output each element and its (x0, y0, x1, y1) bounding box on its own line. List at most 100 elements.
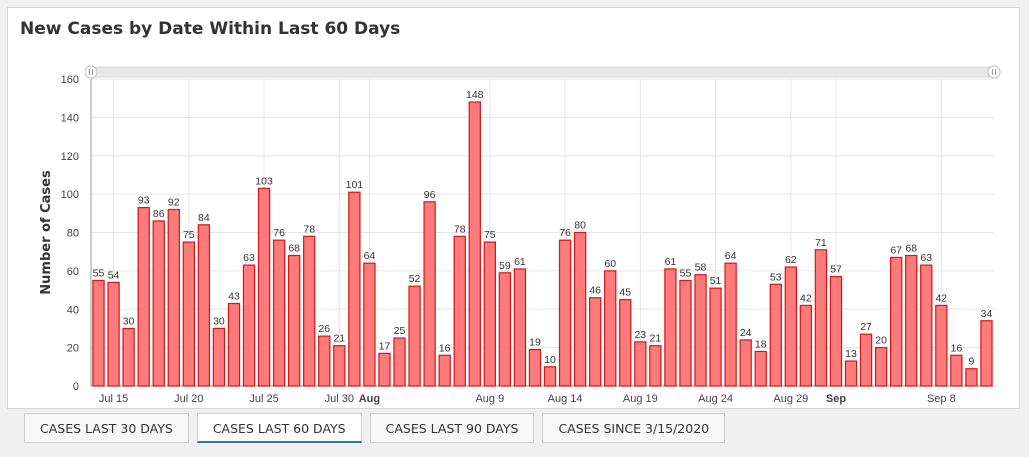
tab-cases-since-3-15-2020[interactable]: CASES SINCE 3/15/2020 (542, 413, 726, 443)
bar-data-label: 26 (318, 323, 330, 335)
bar[interactable] (679, 279, 692, 387)
chart-panel: New Cases by Date Within Last 60 Days 0 2… (7, 7, 1020, 409)
bar-data-label: 78 (454, 223, 466, 235)
bar[interactable] (859, 333, 873, 387)
bar[interactable] (318, 335, 331, 387)
range-slider-track[interactable] (90, 66, 995, 78)
bar[interactable] (288, 254, 301, 387)
bar[interactable] (438, 354, 451, 387)
bar[interactable] (694, 274, 707, 387)
bar-data-label: 46 (589, 285, 601, 297)
bar-data-label: 64 (725, 250, 737, 262)
bar-data-label: 55 (680, 267, 692, 279)
x-tick-label: Aug (359, 393, 380, 405)
bar-data-label: 63 (243, 252, 255, 264)
bar[interactable] (107, 281, 120, 387)
bar[interactable] (935, 304, 948, 387)
x-tick-label: Jul 15 (99, 393, 128, 405)
x-tick-label: Jul 25 (249, 393, 278, 405)
x-tick-label: Aug 19 (623, 393, 658, 405)
bar[interactable] (453, 235, 466, 387)
tab-cases-last-60-days[interactable]: CASES LAST 60 DAYS (196, 413, 362, 443)
y-tick-label: 100 (61, 189, 79, 201)
bar[interactable] (92, 279, 105, 387)
bar[interactable] (874, 347, 888, 387)
bar[interactable] (272, 239, 286, 387)
bar-data-label: 61 (514, 256, 526, 268)
bar[interactable] (769, 283, 782, 387)
bar[interactable] (619, 299, 632, 387)
bar[interactable] (965, 368, 978, 387)
bar[interactable] (423, 201, 436, 387)
bar[interactable] (649, 345, 662, 387)
bar-data-label: 76 (273, 227, 285, 239)
bar[interactable] (739, 339, 752, 387)
bar-data-label: 58 (695, 262, 707, 274)
tab-cases-last-90-days[interactable]: CASES LAST 90 DAYS (369, 413, 535, 443)
bar[interactable] (634, 341, 647, 387)
bar[interactable] (212, 327, 226, 387)
bar[interactable] (242, 264, 256, 387)
bar[interactable] (543, 366, 557, 387)
y-tick-label: 120 (61, 151, 79, 163)
bar[interactable] (980, 320, 993, 387)
range-slider-right-handle[interactable] (987, 65, 1001, 79)
chart-title: New Cases by Date Within Last 60 Days (20, 19, 401, 39)
bar-data-label: 59 (499, 260, 511, 272)
range-slider-left-handle[interactable] (84, 65, 98, 79)
range-tabs: CASES LAST 30 DAYS CASES LAST 60 DAYS CA… (24, 413, 733, 447)
bar[interactable] (709, 287, 722, 387)
bar[interactable] (724, 262, 737, 387)
bar[interactable] (152, 220, 165, 387)
bar[interactable] (799, 304, 813, 387)
bar[interactable] (784, 266, 797, 387)
bar[interactable] (558, 239, 572, 387)
bar[interactable] (303, 235, 316, 387)
bar[interactable] (167, 208, 180, 387)
bar-data-label: 75 (484, 229, 496, 241)
bar[interactable] (227, 302, 241, 387)
bar[interactable] (814, 249, 828, 387)
bar[interactable] (604, 270, 617, 387)
bar-data-label: 24 (740, 327, 752, 339)
y-tick-label: 140 (61, 112, 79, 124)
x-tick-label: Jul 20 (174, 393, 203, 405)
bar[interactable] (844, 360, 858, 387)
y-tick-label: 40 (67, 304, 79, 316)
bar-data-label: 27 (860, 321, 872, 333)
bar[interactable] (197, 224, 211, 387)
bar[interactable] (664, 268, 677, 387)
bar[interactable] (829, 276, 843, 387)
bar[interactable] (528, 348, 542, 387)
bar[interactable] (573, 231, 587, 387)
bar[interactable] (137, 206, 150, 387)
bar[interactable] (393, 337, 406, 387)
x-tick-label: Aug 9 (475, 393, 504, 405)
bar[interactable] (363, 262, 376, 387)
bar[interactable] (408, 285, 421, 387)
bar[interactable] (754, 350, 767, 387)
bar[interactable] (498, 272, 512, 387)
bar[interactable] (513, 268, 527, 387)
bar-data-label: 103 (255, 175, 273, 187)
bar-data-label: 80 (574, 220, 586, 232)
bar-data-label: 71 (815, 237, 827, 249)
y-axis-title: Number of Cases (39, 170, 54, 295)
bar[interactable] (468, 101, 481, 387)
bar-data-label: 21 (650, 333, 662, 345)
bar[interactable] (589, 297, 602, 387)
tab-cases-last-30-days[interactable]: CASES LAST 30 DAYS (24, 413, 189, 443)
bar[interactable] (950, 354, 963, 387)
bar-data-label: 16 (439, 342, 451, 354)
bar[interactable] (182, 241, 195, 387)
bar[interactable] (378, 352, 391, 387)
bar[interactable] (348, 191, 361, 387)
bar[interactable] (122, 327, 135, 387)
bar[interactable] (483, 241, 496, 387)
bar[interactable] (920, 264, 933, 387)
bar[interactable] (257, 187, 271, 387)
bar[interactable] (890, 256, 903, 387)
x-tick-label: Aug 14 (548, 393, 583, 405)
bar[interactable] (905, 254, 918, 387)
bar[interactable] (333, 345, 346, 387)
